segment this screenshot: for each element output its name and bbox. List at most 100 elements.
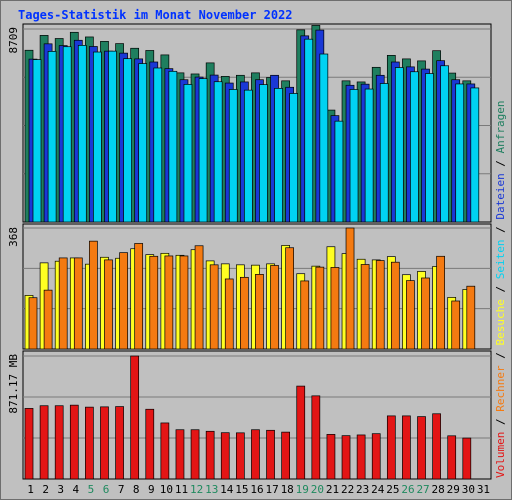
x-tick-label: 6 — [103, 483, 110, 496]
bar-seiten-24 — [379, 83, 389, 223]
bar-volumen-29 — [447, 435, 457, 480]
bar-rechner-15 — [240, 276, 249, 350]
x-tick-label: 11 — [175, 483, 188, 496]
bar-seiten-7 — [123, 58, 132, 223]
x-tick-label: 9 — [148, 483, 155, 496]
x-tick-label: 19 — [296, 483, 309, 496]
x-tick-label: 27 — [416, 483, 429, 496]
bar-seiten-2 — [47, 51, 57, 223]
bar-volumen-27 — [417, 416, 426, 480]
bar-seiten-30 — [470, 87, 480, 223]
legend-item-volumen: Volumen — [494, 432, 507, 478]
bar-volumen-4 — [69, 404, 79, 480]
bar-rechner-2 — [43, 289, 53, 350]
bar-seiten-12 — [198, 78, 208, 223]
bar-volumen-21 — [326, 434, 336, 480]
bar-rechner-13 — [209, 264, 219, 350]
bar-seiten-18 — [289, 93, 298, 223]
bar-rechner-1 — [28, 297, 38, 350]
bar-volumen-5 — [85, 406, 94, 480]
bar-seiten-11 — [183, 84, 193, 223]
bar-rechner-14 — [224, 278, 234, 350]
x-tick-label: 15 — [235, 483, 248, 496]
bar-rechner-29 — [451, 300, 461, 350]
panel-group-visits: 368 — [7, 223, 492, 350]
bar-seiten-17 — [274, 88, 283, 223]
x-tick-label: 13 — [205, 483, 218, 496]
x-tick-label: 26 — [401, 483, 414, 496]
x-tick-label: 25 — [386, 483, 399, 496]
bar-rechner-19 — [300, 280, 310, 350]
legend-item-besuche: Besuche — [494, 299, 507, 345]
bar-seiten-4 — [77, 45, 87, 223]
legend: Volumen / Rechner / Besuche / Seiten / D… — [494, 100, 507, 478]
bar-rechner-16 — [255, 274, 264, 350]
x-tick-label: 16 — [250, 483, 263, 496]
bar-volumen-13 — [205, 430, 215, 480]
bar-rechner-20 — [315, 266, 325, 350]
bar-volumen-12 — [190, 429, 200, 480]
bar-volumen-2 — [39, 405, 49, 480]
panel-scale-label: 871.17 MB — [7, 354, 20, 414]
bar-volumen-26 — [402, 415, 411, 480]
bar-volumen-14 — [220, 432, 230, 480]
x-tick-label: 24 — [371, 483, 385, 496]
bar-seiten-5 — [93, 51, 102, 223]
bar-seiten-27 — [425, 73, 434, 223]
bar-rechner-7 — [119, 252, 128, 350]
bar-volumen-6 — [100, 406, 109, 480]
bar-volumen-11 — [175, 429, 185, 480]
x-tick-label: 17 — [265, 483, 278, 496]
bar-rechner-10 — [164, 255, 174, 350]
bar-volumen-16 — [251, 429, 260, 480]
panel-group-volume: 871.17 MB — [7, 350, 492, 480]
bar-volumen-1 — [24, 408, 34, 480]
x-tick-label: 3 — [57, 483, 64, 496]
x-axis-labels: 1 2 3 4 5 6 7 8 9 10 11 12 13 14 15 16 17 18 19 20 21 22 23 24 2… — [27, 483, 490, 496]
legend-item-dateien: Dateien — [494, 173, 507, 219]
legend-item-rechner: Rechner — [494, 365, 507, 412]
bar-volumen-10 — [160, 422, 170, 480]
bar-seiten-15 — [244, 89, 253, 223]
bar-rechner-8 — [134, 243, 144, 350]
bar-seiten-10 — [168, 70, 178, 223]
legend-separator: / — [494, 412, 507, 432]
x-tick-label: 23 — [356, 483, 369, 496]
bar-seiten-20 — [319, 53, 329, 223]
bar-volumen-23 — [356, 434, 366, 480]
panel-scale-label: 368 — [7, 227, 20, 247]
bar-volumen-25 — [386, 415, 396, 480]
x-tick-label: 5 — [88, 483, 95, 496]
x-tick-label: 12 — [190, 483, 203, 496]
bar-seiten-21 — [334, 120, 344, 223]
bar-volumen-9 — [145, 408, 155, 480]
x-tick-label: 1 — [27, 483, 34, 496]
bar-seiten-9 — [153, 67, 163, 223]
bar-rechner-30 — [466, 285, 476, 350]
panel-scale-label: 8709 — [7, 27, 20, 54]
bar-seiten-25 — [394, 67, 404, 223]
bar-volumen-28 — [432, 413, 441, 480]
x-tick-label: 28 — [432, 483, 445, 496]
bar-volumen-19 — [296, 385, 306, 480]
bar-seiten-22 — [349, 89, 359, 223]
bar-rechner-28 — [436, 255, 445, 350]
bar-volumen-24 — [371, 433, 381, 480]
chart-title: Tages-Statistik im Monat November 2022 — [18, 8, 293, 22]
bar-seiten-23 — [364, 88, 374, 223]
bar-seiten-28 — [440, 65, 449, 223]
x-tick-label: 30 — [462, 483, 475, 496]
x-tick-label: 2 — [42, 483, 49, 496]
bar-rechner-25 — [390, 261, 400, 350]
legend-separator: / — [494, 153, 507, 173]
x-tick-label: 8 — [133, 483, 140, 496]
bar-seiten-13 — [213, 81, 223, 223]
bar-rechner-26 — [406, 280, 415, 350]
legend-separator: / — [494, 279, 507, 299]
x-tick-label: 20 — [311, 483, 324, 496]
bar-rechner-18 — [285, 247, 294, 350]
bar-rechner-27 — [421, 277, 430, 350]
bar-seiten-3 — [62, 46, 72, 223]
legend-text: Volumen / Rechner / Besuche / Seiten / D… — [494, 100, 507, 478]
